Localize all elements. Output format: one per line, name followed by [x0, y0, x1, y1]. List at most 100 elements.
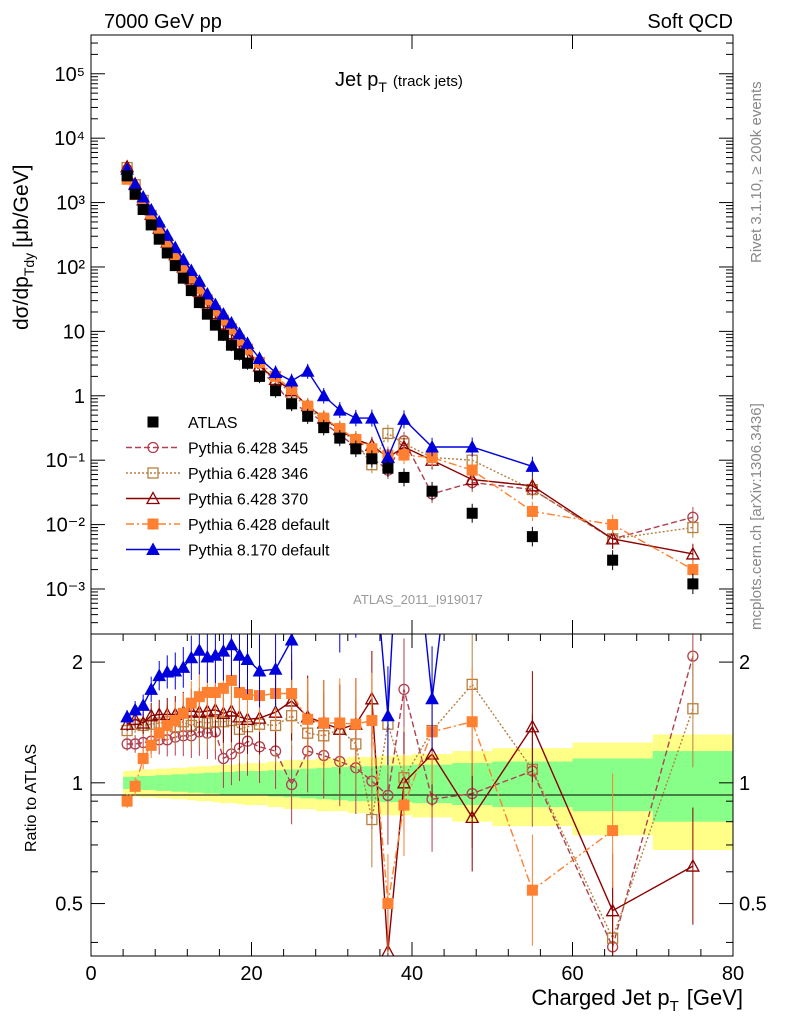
x-axis-label: Charged Jet pT [GeV]: [531, 985, 743, 1015]
main-y-tick-label: 10³: [56, 193, 85, 215]
legend-marker: [145, 491, 161, 505]
ratio-point: [224, 703, 239, 717]
ratio-point: [129, 738, 141, 750]
data-point: [318, 422, 330, 434]
ratio-point: [466, 716, 478, 728]
ratio-point: [366, 715, 378, 727]
data-point: [366, 453, 378, 465]
legend-item: Pythia 8.170 default: [126, 542, 330, 560]
data-point: [607, 519, 619, 531]
ratio-point: [284, 634, 299, 646]
ratio-point: [398, 799, 410, 811]
ratio-point: [268, 662, 283, 675]
data-point: [302, 410, 314, 422]
legend: ATLAS Pythia 6.428 345 Pythia 6.428 346 Pyt…: [126, 415, 330, 560]
inner-band-segment: [243, 771, 252, 796]
ratio-point: [381, 708, 395, 722]
legend-label: Pythia 8.170 default: [188, 543, 330, 560]
data-point: [466, 464, 478, 476]
main-y-tick-label: 1: [74, 386, 85, 408]
data-point: [161, 247, 173, 259]
ratio-point: [382, 898, 394, 910]
data-point: [233, 348, 245, 360]
inner-band-segment: [187, 773, 196, 793]
inner-band-segment: [139, 775, 148, 790]
ratio-series-py8def: [120, 634, 441, 766]
inner-band-segment: [179, 774, 188, 792]
data-point: [193, 297, 205, 309]
legend-marker: [147, 441, 159, 454]
data-point: [300, 364, 315, 377]
ratio-panel: 0.5 0.51 12 20 20 40 60 80 Ratio to ATLAS Charg…: [23, 633, 767, 1015]
data-point: [121, 170, 133, 182]
data-point: [425, 439, 439, 453]
data-point: [607, 554, 619, 566]
main-y-axis-label: dσ/dpTdy[μb/GeV]: [10, 165, 37, 331]
ratio-point: [144, 682, 159, 695]
x-tick-label: 80: [722, 963, 744, 985]
data-point: [129, 188, 141, 200]
data-point: [201, 308, 213, 320]
data-point: [209, 319, 221, 331]
data-point: [382, 427, 394, 440]
legend-marker: [147, 416, 159, 428]
legend-marker: [146, 542, 160, 555]
x-tick-label: 20: [240, 963, 262, 985]
legend-marker: [147, 467, 159, 479]
data-point: [153, 233, 165, 245]
main-y-tick-label: 10⁻²: [46, 515, 86, 537]
ratio-y-tick-label-right: 2: [739, 652, 750, 674]
ratio-point: [136, 715, 151, 729]
ratio-point: [318, 717, 330, 729]
ratio-point: [184, 650, 199, 664]
data-point: [365, 411, 379, 424]
header-energy-label: 7000 GeV pp: [104, 11, 222, 33]
ratio-point: [687, 703, 699, 715]
data-point: [382, 462, 394, 474]
ratio-point: [224, 637, 239, 651]
data-point: [137, 204, 149, 216]
data-point: [217, 329, 229, 341]
data-point: [268, 365, 283, 378]
rivet-version-label: Rivet 3.1.10, ≥ 200k events: [748, 81, 765, 263]
data-point: [526, 505, 538, 517]
series-atlas: [121, 170, 699, 595]
ratio-point: [137, 752, 149, 764]
ratio-point: [121, 795, 133, 807]
data-point: [334, 432, 346, 444]
main-y-tick-label: 10: [63, 321, 85, 343]
data-point: [465, 439, 480, 453]
ratio-point: [285, 778, 298, 791]
data-point: [270, 385, 282, 397]
ratio-axes: 0.5 0.51 12 20 20 40 60 80: [55, 634, 767, 985]
ratio-y-tick-label: 1: [72, 773, 83, 795]
data-point: [286, 398, 298, 410]
data-point: [169, 260, 181, 272]
main-y-tick-label: 10⁴: [54, 128, 85, 150]
data-point: [284, 373, 299, 387]
ratio-point: [153, 727, 165, 739]
data-point: [316, 388, 331, 402]
data-point: [397, 412, 411, 425]
data-point: [398, 449, 410, 461]
ratio-y-tick-label-right: 1: [739, 773, 750, 795]
analysis-id-label: ATLAS_2011_I919017: [353, 592, 483, 607]
main-y-axis: 10⁻³ 10⁻² 10⁻¹ 1 10 10² 10³ 10⁴ 10⁵: [46, 34, 734, 635]
x-tick-label: 40: [401, 963, 423, 985]
data-point: [254, 370, 266, 382]
uncertainty-bands: [123, 734, 733, 850]
ratio-point: [120, 709, 134, 723]
ratio-point: [425, 691, 439, 705]
ratio-point: [185, 697, 197, 709]
main-panel: 10⁻³ 10⁻² 10⁻¹ 1 10 10² 10³ 10⁴ 10⁵ Jet pT (track…: [10, 34, 734, 635]
data-point: [332, 403, 347, 416]
data-point: [185, 285, 197, 297]
plot-title: Jet pT (track jets): [335, 69, 463, 95]
ratio-point: [121, 738, 133, 750]
inner-band-segment: [251, 771, 268, 796]
inner-band-segment: [203, 772, 212, 794]
data-point: [465, 472, 480, 486]
series-line-py345: [126, 169, 694, 540]
inner-band-segment: [163, 775, 172, 791]
series-line-py346: [126, 167, 693, 540]
